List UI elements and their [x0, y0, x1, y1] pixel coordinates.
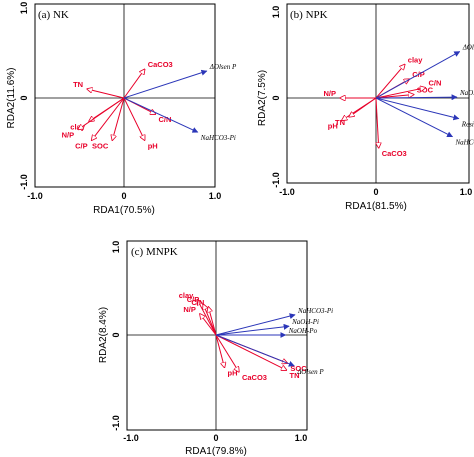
plot-frame-b — [286, 3, 470, 184]
vector-b-olsen-p-arrow — [375, 51, 461, 99]
panel-title-c: (c) MNPK — [131, 246, 178, 258]
panel-title-a: (a) NK — [38, 9, 69, 21]
vector-c-n-p-arrow — [200, 314, 217, 336]
vector-c-clay-label: clay — [179, 291, 194, 300]
vector-c-clay-arrow — [197, 300, 217, 336]
vector-c-ph-label: pH — [228, 369, 238, 378]
xlabel-b: RDA1(81.5%) — [345, 201, 407, 212]
xtick-a-2: 1.0 — [209, 191, 222, 201]
ylabel-b: RDA2(7.5%) — [257, 70, 268, 126]
vector-b-n-p-label: N/P — [323, 89, 336, 98]
vector-a-nahco3-pi-arrow — [123, 97, 199, 133]
vector-b-tn-arrow — [349, 97, 377, 117]
vector-c-naoh-pi-label: NaOH-Pi — [291, 318, 319, 326]
vector-b-clay-arrow — [375, 64, 405, 99]
vector-b-olsen-p-label: ΔOlsen P — [462, 44, 474, 52]
vector-a-n-p-label: N/P — [62, 131, 75, 140]
vector-c-tn-label: TN — [290, 371, 300, 380]
vector-a-ph-label: pH — [148, 141, 158, 150]
vector-c-soc-label: SOC — [290, 364, 307, 373]
vector-a-olsen-p-arrow — [123, 69, 208, 99]
plot-frame-a — [34, 3, 216, 188]
ytick-c-1: 0 — [111, 332, 121, 337]
vector-c-c-n-label: C/N — [191, 298, 204, 307]
vector-b-c-n-arrow — [375, 88, 426, 99]
vector-b-tn-label: TN — [335, 118, 345, 127]
vector-a-soc-label: SOC — [92, 141, 109, 150]
vector-c-n-p-label: N/P — [183, 305, 196, 314]
panel-a: (a) NK -1.0 0 1.0 1.0 0 -1.0 RDA1(70.5%)… — [6, 2, 237, 216]
vector-c-tn-arrow — [215, 334, 287, 370]
vector-a-ph-arrow — [123, 97, 145, 140]
ytick-b-0: 1.0 — [271, 6, 281, 19]
panel-b: (b) NPK -1.0 0 1.0 1.0 0 -1.0 RDA1(81.5%… — [257, 3, 474, 212]
vector-b-caco3-label: CaCO3 — [382, 149, 407, 158]
vector-a-olsen-p-label: ΔOlsen P — [209, 63, 237, 71]
vector-c-c-p-label: C/P — [187, 295, 200, 304]
plot-frame-c — [126, 240, 308, 431]
xtick-c-1: 0 — [213, 433, 218, 443]
xlabel-a: RDA1(70.5%) — [93, 205, 155, 216]
ytick-b-1: 0 — [271, 95, 281, 100]
vector-a-tn-label: TN — [73, 80, 83, 89]
ytick-a-0: 1.0 — [19, 2, 29, 15]
ytick-b-2: -1.0 — [271, 172, 281, 188]
vector-b-naoh-pi-label: NaOH-Pi — [459, 89, 474, 97]
ytick-a-1: 0 — [19, 95, 29, 100]
ytick-a-2: -1.0 — [19, 174, 29, 190]
vector-b-clay-label: clay — [408, 55, 423, 64]
xlabel-c: RDA1(79.8%) — [185, 446, 247, 457]
ylabel-c: RDA2(8.4%) — [98, 307, 109, 363]
vector-c-ph-arrow — [215, 334, 225, 368]
vector-c-caco3-label: CaCO3 — [242, 373, 267, 382]
vector-b-naoh-pi-arrow — [375, 94, 458, 101]
vector-c-nahco3-pi-label: NaHCO3-Pi — [297, 307, 333, 315]
vector-b-soc-arrow — [375, 95, 414, 99]
xtick-b-0: -1.0 — [279, 187, 295, 197]
vector-b-resin-p-arrow — [375, 97, 460, 121]
vector-a-c-p-arrow — [92, 97, 125, 140]
vector-b-resin-p-label: Resin-p — [461, 121, 474, 129]
panel-title-b: (b) NPK — [290, 9, 328, 21]
vector-b-nahco3-pi-label: NaHCO3-Pi — [455, 139, 474, 147]
xtick-a-0: -1.0 — [27, 191, 43, 201]
vector-b-ph-label: pH — [328, 121, 338, 130]
vector-b-caco3-arrow — [376, 97, 379, 148]
xtick-c-0: -1.0 — [123, 433, 139, 443]
vector-a-n-p-arrow — [78, 97, 125, 130]
ylabel-a: RDA2(11.6%) — [6, 68, 17, 129]
vector-c-caco3-arrow — [215, 334, 239, 372]
vector-b-nahco3-pi-arrow — [375, 97, 454, 138]
vector-a-caco3-label: CaCO3 — [148, 60, 173, 69]
vector-c-olsen-p-label: ΔOlsen P — [296, 368, 324, 376]
xtick-b-2: 1.0 — [460, 187, 473, 197]
vector-b-c-n-label: C/N — [429, 79, 442, 88]
xtick-b-1: 0 — [373, 187, 378, 197]
vector-c-c-p-arrow — [203, 304, 217, 336]
vector-c-nahco3-pi-arrow — [215, 313, 296, 336]
panel-c: (c) MNPK -1.0 0 1.0 1.0 0 -1.0 RDA1(79.8… — [98, 240, 333, 457]
vector-a-tn-arrow — [87, 89, 125, 99]
vector-c-c-n-arrow — [208, 307, 217, 336]
vector-a-c-n-label: C/N — [159, 115, 172, 124]
vector-c-olsen-p-arrow — [215, 334, 295, 367]
vector-c-naoh-pi-arrow — [215, 323, 290, 336]
vector-a-soc-arrow — [112, 97, 125, 140]
vector-a-caco3-arrow — [123, 69, 145, 99]
ytick-c-2: -1.0 — [111, 415, 121, 431]
vector-c-naoh-po-label: NaOH-Po — [288, 327, 318, 335]
xtick-c-2: 1.0 — [295, 433, 308, 443]
xtick-a-1: 0 — [121, 191, 126, 201]
vector-a-nahco3-pi-label: NaHCO3-Pi — [200, 134, 236, 142]
vector-a-c-p-label: C/P — [75, 141, 88, 150]
ytick-c-0: 1.0 — [111, 241, 121, 254]
